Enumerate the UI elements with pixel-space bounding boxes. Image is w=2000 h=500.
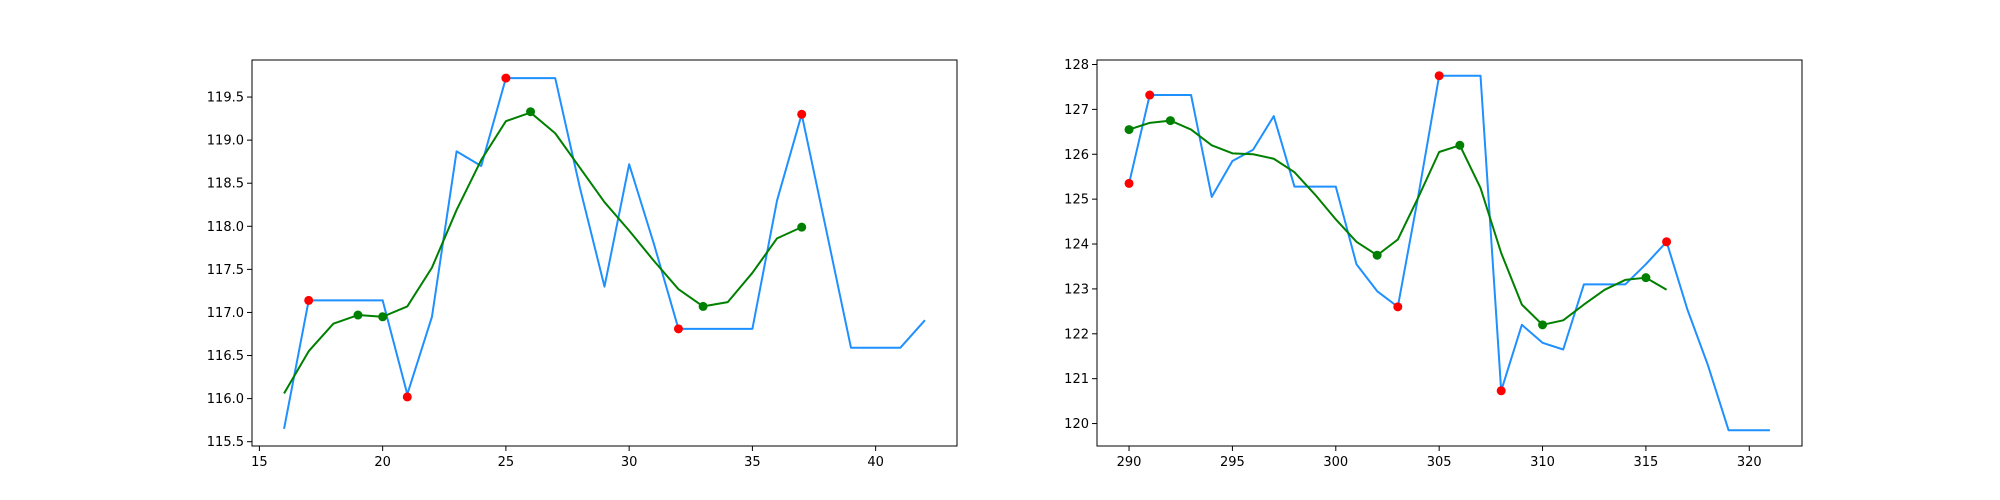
- x-tick-label: 300: [1323, 455, 1348, 470]
- y-tick-label: 116.0: [207, 392, 244, 407]
- data-point-2: [1662, 237, 1672, 247]
- y-tick-label: 121: [1064, 372, 1089, 387]
- data-point-2: [797, 109, 807, 119]
- data-point-2: [1145, 90, 1155, 100]
- y-tick-label: 116.5: [207, 349, 244, 364]
- x-tick-label: 15: [251, 455, 268, 470]
- x-tick-label: 315: [1633, 455, 1658, 470]
- y-tick-label: 118.0: [207, 220, 244, 235]
- y-tick-label: 115.5: [207, 435, 244, 450]
- x-tick-label: 310: [1530, 455, 1555, 470]
- series-line-0: [1128, 74, 1770, 432]
- y-tick-label: 120: [1064, 417, 1089, 432]
- data-point-2: [1393, 302, 1403, 312]
- y-tick-label: 122: [1064, 327, 1089, 342]
- x-tick-label: 320: [1737, 455, 1762, 470]
- series-line-1: [283, 111, 803, 394]
- y-tick-label: 117.5: [207, 263, 244, 278]
- data-point-3: [1455, 140, 1465, 150]
- data-point-3: [1538, 320, 1548, 330]
- x-tick-label: 30: [621, 455, 638, 470]
- x-tick-label: 25: [498, 455, 515, 470]
- data-point-2: [1124, 178, 1134, 188]
- x-tick-label: 290: [1117, 455, 1142, 470]
- data-point-3: [353, 310, 363, 320]
- x-tick-label: 20: [374, 455, 391, 470]
- data-point-3: [1641, 273, 1651, 283]
- y-tick-label: 123: [1064, 282, 1089, 297]
- y-tick-label: 128: [1064, 58, 1089, 73]
- series-line-1: [1128, 119, 1668, 326]
- data-point-2: [1434, 71, 1444, 81]
- axes-frame: [251, 59, 958, 447]
- data-point-2: [1496, 386, 1506, 396]
- y-tick-label: 117.0: [207, 306, 244, 321]
- data-point-2: [501, 73, 511, 83]
- y-tick-label: 124: [1064, 238, 1089, 253]
- axes-frame: [1096, 59, 1803, 447]
- data-point-3: [526, 107, 536, 117]
- data-point-3: [378, 312, 388, 322]
- series-line-0: [283, 77, 926, 429]
- y-tick-label: 119.5: [207, 91, 244, 106]
- y-tick-label: 118.5: [207, 177, 244, 192]
- data-point-2: [304, 295, 314, 305]
- y-tick-label: 125: [1064, 193, 1089, 208]
- data-point-2: [673, 324, 683, 334]
- data-point-3: [1124, 125, 1134, 135]
- x-tick-label: 40: [867, 455, 884, 470]
- y-tick-label: 127: [1064, 103, 1089, 118]
- data-point-2: [402, 392, 412, 402]
- right-chart: 290 295 300 305 310 315 320 120 121 122 123 124 125 1…: [1064, 58, 1803, 470]
- data-point-3: [797, 222, 807, 232]
- x-tick-label: 295: [1220, 455, 1245, 470]
- left-chart: 15 20 25 30 35 40 115.5 116.0 116.5 117.0 117.5 118…: [207, 59, 958, 470]
- data-point-3: [1372, 250, 1382, 260]
- x-tick-label: 35: [744, 455, 761, 470]
- data-point-3: [1165, 116, 1175, 126]
- x-tick-label: 305: [1427, 455, 1452, 470]
- data-point-3: [698, 301, 708, 311]
- y-tick-label: 119.0: [207, 134, 244, 149]
- y-tick-label: 126: [1064, 148, 1089, 163]
